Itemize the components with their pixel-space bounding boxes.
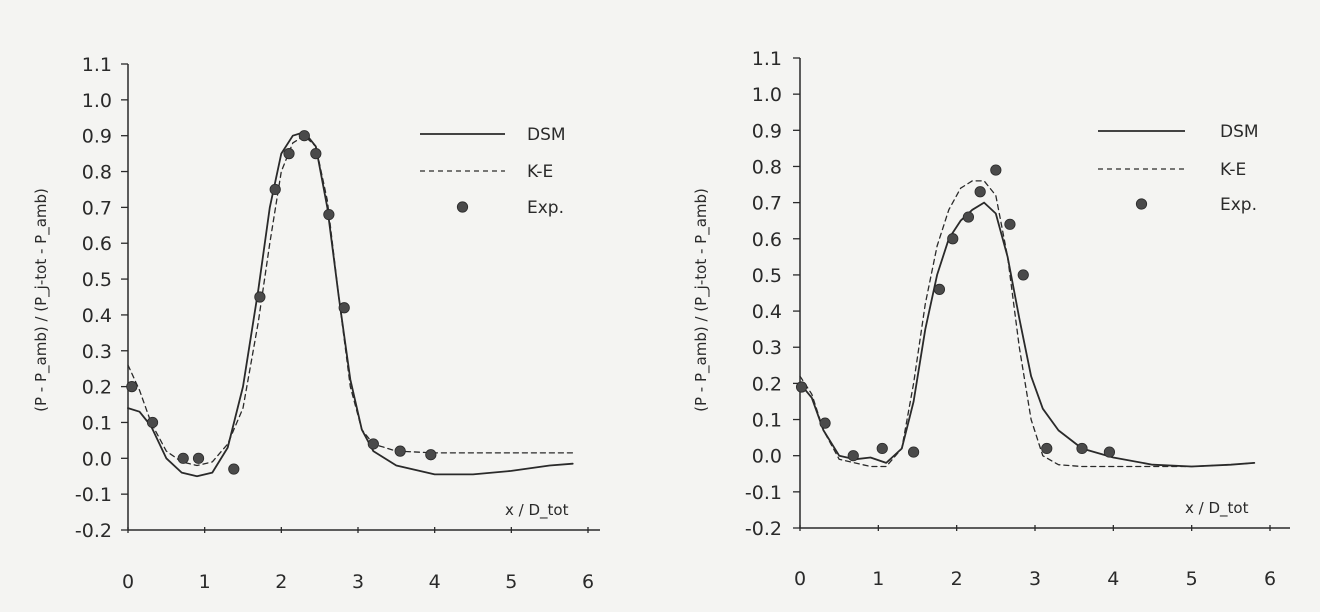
data-point-exp xyxy=(795,381,808,393)
x-tick-label: 5 xyxy=(1186,568,1198,590)
y-tick-label: -0.2 xyxy=(745,518,782,540)
y-tick-label: 0.5 xyxy=(82,269,112,291)
data-point-exp xyxy=(1103,446,1116,458)
data-point-exp xyxy=(990,164,1002,176)
data-point-exp xyxy=(933,283,946,295)
data-point-exp xyxy=(1017,269,1029,281)
data-point-exp xyxy=(394,445,406,457)
data-point-exp xyxy=(283,148,295,160)
data-point-exp xyxy=(1004,218,1016,230)
y-tick-label: 0.9 xyxy=(82,126,112,148)
data-point-exp xyxy=(192,452,205,464)
data-point-exp xyxy=(819,417,831,429)
data-point-exp xyxy=(254,291,266,303)
data-point-exp xyxy=(269,183,281,196)
y-tick-label: 0.6 xyxy=(752,229,782,251)
series-line-dsm xyxy=(799,201,1256,468)
y-tick-label: 0.2 xyxy=(82,377,112,399)
chart-panel-1: -0.2 -0.1 0.0 0.1 0.2 0.3 0.4 0.5 0.6 0.7 0.8 0.9 1.… xyxy=(32,54,600,593)
y-tick-label: 0.8 xyxy=(752,156,782,178)
x-axis-title: x / D_tot xyxy=(1185,499,1249,518)
data-point-exp xyxy=(126,381,138,393)
series-line-k-e xyxy=(799,180,1255,468)
y-tick-label: 1.0 xyxy=(82,90,112,112)
y-tick-label: 0.7 xyxy=(752,193,782,215)
data-point-exp xyxy=(947,233,959,245)
data-point-exp xyxy=(1076,442,1088,455)
y-tick-label: 1.1 xyxy=(752,48,782,70)
legend-label-exp: Exp. xyxy=(1220,195,1257,215)
legend-marker-exp xyxy=(456,201,469,213)
chart-panel-2: -0.2 -0.1 0.0 0.1 0.2 0.3 0.4 0.5 0.6 0.7 0.8 0.9 1.… xyxy=(692,48,1290,590)
x-tick-label: 4 xyxy=(429,571,441,593)
y-axis-title: (P - P_amb) / (P_j-tot - P_amb) xyxy=(32,188,51,412)
data-point-exp xyxy=(146,416,159,429)
y-tick-label: 0.5 xyxy=(752,265,782,287)
x-tick-label: 6 xyxy=(1264,568,1276,590)
x-tick-label: 1 xyxy=(872,568,884,590)
legend-label-dsm: DSM xyxy=(1220,122,1259,142)
y-tick-label: 0.1 xyxy=(752,410,782,432)
legend-marker-exp xyxy=(1135,198,1148,210)
x-tick-label: 2 xyxy=(275,571,287,593)
y-tick-label: 0.0 xyxy=(82,448,112,470)
x-tick-label: 6 xyxy=(582,571,594,593)
y-tick-label: 1.1 xyxy=(82,54,112,76)
data-point-exp xyxy=(367,438,379,450)
data-point-exp xyxy=(847,450,859,462)
data-point-exp xyxy=(338,302,350,314)
data-point-exp xyxy=(228,463,240,475)
x-axis-title: x / D_tot xyxy=(505,501,569,520)
y-tick-label: 0.2 xyxy=(752,373,782,395)
legend-label-k-e: K-E xyxy=(1220,160,1246,180)
data-point-exp xyxy=(310,148,322,160)
x-tick-label: 1 xyxy=(199,571,211,593)
x-tick-label: 4 xyxy=(1107,568,1119,590)
y-tick-label: -0.1 xyxy=(745,482,782,504)
data-point-exp xyxy=(323,208,335,221)
x-tick-label: 3 xyxy=(1029,568,1041,590)
data-point-exp xyxy=(907,446,920,458)
y-tick-label: -0.2 xyxy=(75,520,112,542)
y-tick-label: 0.8 xyxy=(82,162,112,184)
y-tick-label: 0.3 xyxy=(82,341,112,363)
series-line-dsm xyxy=(127,131,574,478)
x-tick-label: 0 xyxy=(794,568,806,590)
x-tick-label: 0 xyxy=(122,571,134,593)
data-point-exp xyxy=(177,452,189,464)
y-tick-label: -0.1 xyxy=(75,484,112,506)
legend-label-exp: Exp. xyxy=(527,198,564,218)
y-tick-label: 0.6 xyxy=(82,233,112,255)
x-tick-label: 5 xyxy=(505,571,517,593)
data-point-exp xyxy=(974,186,986,198)
data-point-exp xyxy=(425,449,437,461)
data-point-exp xyxy=(962,211,975,223)
data-point-exp xyxy=(876,442,888,455)
y-axis-title: (P - P_amb) / (P_j-tot - P_amb) xyxy=(692,188,711,412)
y-tick-label: 0.3 xyxy=(752,337,782,359)
y-tick-label: 0.7 xyxy=(82,197,112,219)
y-tick-label: 0.1 xyxy=(82,412,112,434)
y-tick-label: 0.0 xyxy=(752,446,782,468)
y-tick-label: 0.9 xyxy=(752,120,782,142)
data-point-exp xyxy=(1041,442,1053,455)
legend-label-k-e: K-E xyxy=(527,162,553,182)
y-tick-label: 0.4 xyxy=(752,301,782,323)
y-tick-label: 0.4 xyxy=(82,305,112,327)
y-tick-label: 1.0 xyxy=(752,84,782,106)
data-point-exp xyxy=(298,130,310,142)
x-tick-label: 3 xyxy=(352,571,364,593)
legend-label-dsm: DSM xyxy=(527,125,566,145)
x-tick-label: 2 xyxy=(951,568,963,590)
